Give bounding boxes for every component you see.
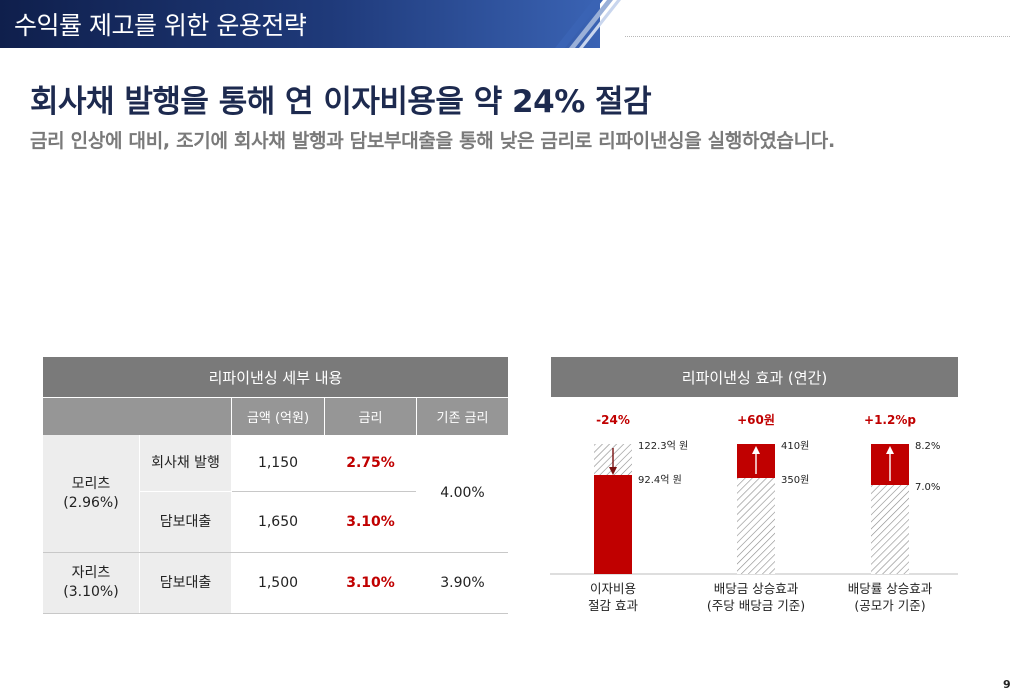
row-type: 회사채 발행 (140, 435, 231, 491)
page-title: 회사채 발행을 통해 연 이자비용을 약 24% 절감 (30, 84, 652, 120)
bar-after-value (594, 475, 632, 574)
chart-title: 리파이낸싱 효과 (연간) (551, 357, 958, 397)
page-number: 9 (1003, 678, 1011, 691)
row-rate: 3.10% (346, 574, 395, 591)
header-divider (625, 36, 1010, 37)
page-subtitle: 금리 인상에 대비, 조기에 회사채 발행과 담보부대출을 통해 낮은 금리로 … (30, 130, 835, 152)
row-rate: 3.10% (346, 513, 395, 530)
row-divider (232, 491, 416, 492)
category-label: 이자비용 (590, 581, 636, 596)
group-name: 자리츠 (71, 565, 111, 582)
row-amount: 1,650 (257, 513, 299, 530)
row-amount: 1,500 (257, 574, 299, 591)
group-old-rate: 3.90% (440, 574, 485, 591)
table-corner-header (43, 398, 231, 435)
category-label: 절감 효과 (588, 598, 638, 613)
change-label: +60원 (737, 413, 775, 427)
table-title: 리파이낸싱 세부 내용 (43, 357, 508, 397)
bar-before-label: 7.0% (915, 482, 940, 493)
table-bottom-border (43, 613, 508, 614)
header-bar (0, 0, 600, 48)
bar-before-value (871, 485, 909, 574)
group-label-jarits: 자리츠 (3.10%) (43, 553, 139, 613)
bar-before-value (737, 478, 775, 574)
row-type: 담보대출 (140, 553, 231, 613)
group-label-morits: 모리츠 (2.96%) (43, 435, 139, 552)
bar-after-label: 410원 (781, 440, 809, 452)
category-label: (공모가 기준) (854, 598, 925, 613)
row-amount: 1,150 (257, 454, 299, 471)
group-name: 모리츠 (71, 475, 111, 492)
group-divider (43, 552, 508, 553)
category-label: 배당금 상승효과 (714, 581, 799, 596)
bar-before-label: 350원 (781, 474, 809, 486)
group-rate: (3.10%) (63, 584, 119, 600)
bar-before-label: 122.3억 원 (638, 440, 688, 452)
bar-after-label: 92.4억 원 (638, 474, 682, 486)
change-label: -24% (596, 413, 630, 427)
category-label: (주당 배당금 기준) (707, 598, 805, 613)
change-label: +1.2%p (864, 413, 916, 427)
group-old-rate: 4.00% (440, 485, 485, 502)
group-rate: (2.96%) (63, 494, 119, 511)
column-header-rate: 금리 (325, 398, 416, 435)
header-title: 수익률 제고를 위한 운용전략 (14, 11, 307, 40)
column-header-old-rate: 기존 금리 (417, 398, 508, 435)
bar-after-label: 8.2% (915, 441, 940, 452)
header-stripes-decoration (555, 0, 621, 48)
category-label: 배당률 상승효과 (848, 581, 933, 596)
row-type: 담보대출 (140, 492, 231, 552)
row-rate: 2.75% (346, 454, 395, 471)
column-header-amount: 금액 (억원) (232, 398, 324, 435)
